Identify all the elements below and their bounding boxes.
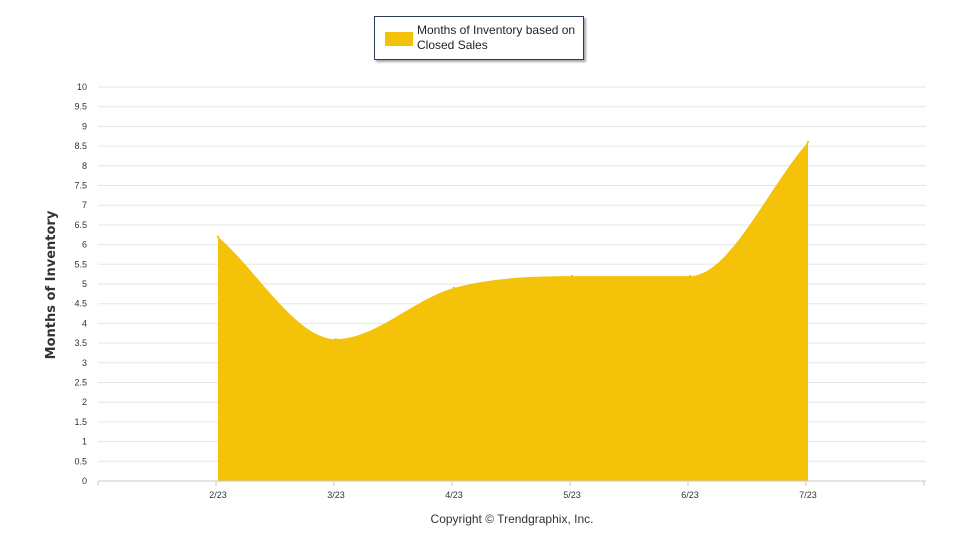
y-tick-label: 10 xyxy=(77,82,87,92)
y-tick-label: 6 xyxy=(82,240,87,250)
data-point xyxy=(688,274,692,278)
y-tick-label: 5.5 xyxy=(74,259,87,269)
legend-label: Months of Inventory based on Closed Sale… xyxy=(417,23,576,52)
y-tick-label: 4 xyxy=(82,318,87,328)
y-axis-label: Months of Inventory xyxy=(44,210,59,360)
x-tick-label: 5/23 xyxy=(563,490,581,500)
legend-swatch xyxy=(385,32,413,46)
y-tick-label: 7 xyxy=(82,200,87,210)
y-tick-label: 5 xyxy=(82,279,87,289)
y-tick-label: 3 xyxy=(82,358,87,368)
y-tick-label: 9.5 xyxy=(74,102,87,112)
series-area xyxy=(218,142,808,481)
x-tick-label: 7/23 xyxy=(799,490,817,500)
x-tick-label: 4/23 xyxy=(445,490,463,500)
y-tick-label: 7.5 xyxy=(74,181,87,191)
legend: Months of Inventory based on Closed Sale… xyxy=(374,16,584,60)
x-tick-label: 3/23 xyxy=(327,490,345,500)
y-tick-label: 4.5 xyxy=(74,299,87,309)
y-tick-label: 1 xyxy=(82,437,87,447)
y-tick-label: 8.5 xyxy=(74,141,87,151)
series-layer xyxy=(216,140,810,481)
y-tick-label: 3.5 xyxy=(74,338,87,348)
data-point xyxy=(216,235,220,238)
data-point xyxy=(806,140,810,144)
y-tick-label: 9 xyxy=(82,121,87,131)
y-tick-label: 8 xyxy=(82,161,87,171)
y-tick-label: 2 xyxy=(82,397,87,407)
y-tick-label: 2.5 xyxy=(74,378,87,388)
data-point xyxy=(334,337,338,341)
y-tick-label: 1.5 xyxy=(74,417,87,427)
y-tick-label: 6.5 xyxy=(74,220,87,230)
y-tick-label: 0 xyxy=(82,476,87,486)
copyright-footer: Copyright © Trendgraphix, Inc. xyxy=(430,512,594,526)
axes: 0 0.5 1 1.5 2 2.5 3 3.5 4 4.5 5 5.5 6 6.5 7 7.5 8 8.5 9 9.5… xyxy=(74,82,926,500)
x-tick-label: 6/23 xyxy=(681,490,699,500)
data-point xyxy=(452,286,456,290)
y-tick-label: 0.5 xyxy=(74,456,87,466)
data-point xyxy=(570,274,574,278)
x-tick-label: 2/23 xyxy=(209,490,227,500)
